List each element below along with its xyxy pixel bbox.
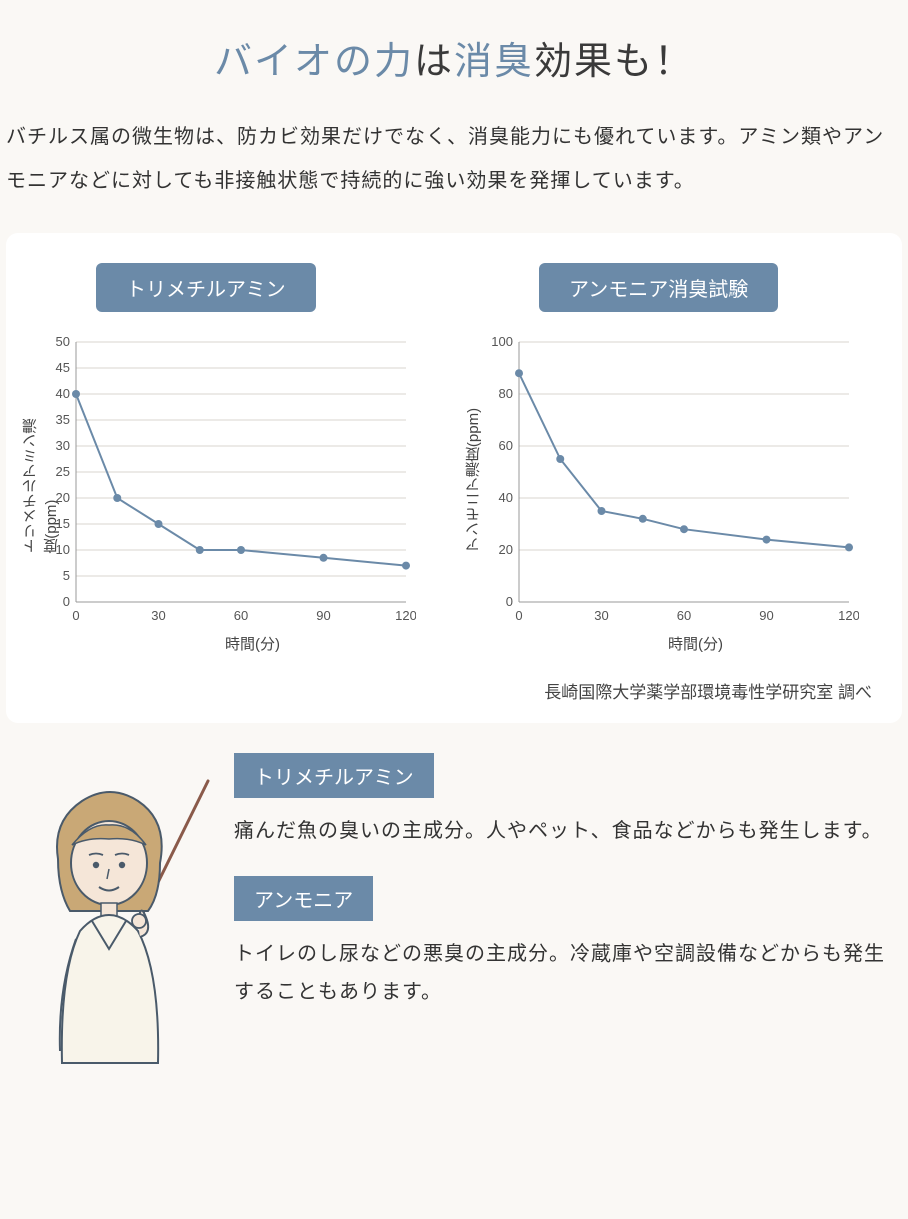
attribution-text: 長崎国際大学薬学部環境毒性学研究室 調べ — [26, 678, 882, 703]
teacher-icon — [10, 763, 210, 1073]
svg-text:120: 120 — [395, 608, 416, 622]
svg-text:60: 60 — [677, 608, 691, 622]
svg-text:60: 60 — [499, 438, 513, 453]
chart2-title-badge: アンモニア消臭試験 — [539, 263, 778, 312]
svg-text:80: 80 — [499, 386, 513, 401]
chart2-xlabel: 時間(分) — [469, 633, 882, 654]
svg-text:0: 0 — [72, 608, 79, 622]
chart1-block: トリメチルアミン トリメチルアミン濃度(ppm) 051015202530354… — [26, 263, 439, 654]
explain-text: トリメチルアミン 痛んだ魚の臭いの主成分。人やペット、食品などからも発生します。… — [234, 753, 898, 1073]
heading-part3: 消臭 — [454, 41, 534, 83]
heading-part1: バイオの力 — [214, 41, 414, 83]
svg-text:45: 45 — [56, 360, 70, 375]
chart2-block: アンモニア消臭試験 アンモニア濃度(ppm) 02040608010003060… — [469, 263, 882, 654]
svg-text:90: 90 — [759, 608, 773, 622]
chart1-wrap: トリメチルアミン濃度(ppm) 051015202530354045500306… — [26, 332, 439, 627]
term2-badge: アンモニア — [234, 876, 373, 921]
chart2-ylabel: アンモニア濃度(ppm) — [463, 407, 484, 551]
chart2-wrap: アンモニア濃度(ppm) 0204060801000306090120 — [469, 332, 882, 627]
explain-row: トリメチルアミン 痛んだ魚の臭いの主成分。人やペット、食品などからも発生します。… — [0, 753, 908, 1073]
chart1-xlabel: 時間(分) — [26, 633, 439, 654]
teacher-illustration — [10, 753, 210, 1073]
page-heading: バイオの力は消臭効果も！ — [0, 30, 908, 85]
chart-card: トリメチルアミン トリメチルアミン濃度(ppm) 051015202530354… — [6, 233, 902, 723]
svg-text:90: 90 — [316, 608, 330, 622]
chart2-svg: 0 20 40 60 80 100 0 30 60 90 120 — [469, 332, 859, 622]
svg-text:0: 0 — [63, 594, 70, 609]
svg-text:50: 50 — [56, 334, 70, 349]
svg-text:120: 120 — [838, 608, 859, 622]
term1-desc: 痛んだ魚の臭いの主成分。人やペット、食品などからも発生します。 — [234, 812, 898, 850]
svg-text:0: 0 — [515, 608, 522, 622]
chart1-svg: 051015202530354045500306090120 — [26, 332, 416, 622]
svg-text:30: 30 — [151, 608, 165, 622]
svg-text:40: 40 — [499, 490, 513, 505]
svg-text:0: 0 — [506, 594, 513, 609]
svg-text:20: 20 — [499, 542, 513, 557]
chart1-ylabel: トリメチルアミン濃度(ppm) — [20, 406, 62, 554]
term1-badge: トリメチルアミン — [234, 753, 434, 798]
charts-row: トリメチルアミン トリメチルアミン濃度(ppm) 051015202530354… — [26, 263, 882, 654]
svg-text:5: 5 — [63, 568, 70, 583]
svg-text:40: 40 — [56, 386, 70, 401]
term2-desc: トイレのし尿などの悪臭の主成分。冷蔵庫や空調設備などからも発生することもあります… — [234, 935, 898, 1011]
svg-text:30: 30 — [594, 608, 608, 622]
heading-part4: 効果も！ — [534, 41, 694, 83]
intro-paragraph: バチルス属の微生物は、防カビ効果だけでなく、消臭能力にも優れています。アミン類や… — [0, 115, 908, 233]
heading-part2: は — [414, 41, 454, 83]
svg-text:60: 60 — [234, 608, 248, 622]
chart1-title-badge: トリメチルアミン — [96, 263, 316, 312]
svg-text:100: 100 — [491, 334, 513, 349]
